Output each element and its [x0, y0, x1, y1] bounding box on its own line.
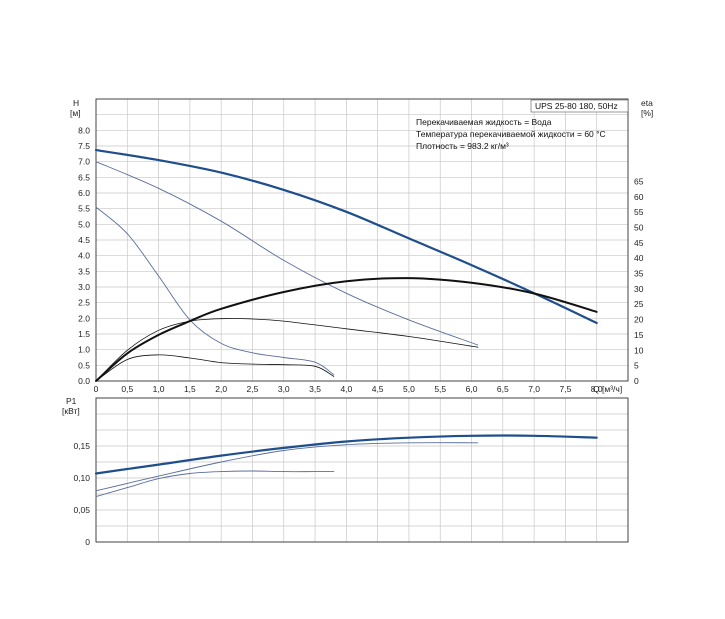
y-tick-label: 8.0: [78, 125, 90, 135]
y2-tick-label: 45: [634, 238, 644, 248]
y-axis-unit-h: [м]: [70, 108, 81, 118]
y-axis-unit-p1: [кВт]: [62, 406, 80, 416]
y-tick-label: 6.0: [78, 188, 90, 198]
y2-tick-label: 30: [634, 284, 644, 294]
power-curve-2: [95, 470, 335, 498]
x-axis-unit-q: [м³/ч]: [602, 384, 622, 394]
y-tick-label: 5.0: [78, 219, 90, 229]
y2-tick-label: 40: [634, 253, 644, 263]
y-axis-label-p1: P1: [66, 396, 77, 406]
top-plot-grid: [95, 98, 629, 382]
y2-tick-label: 5: [634, 361, 639, 371]
y2-tick-label: 0: [634, 376, 639, 386]
p1-tick-label: 0,10: [73, 473, 90, 483]
y-tick-label: 7.5: [78, 141, 90, 151]
x-tick-label: 8,0: [591, 384, 603, 394]
head-curve-1: [95, 161, 479, 346]
y-tick-label: 4.5: [78, 235, 90, 245]
power-curve-1: [95, 442, 479, 492]
tick-labels: 0 0,5 1,0 1,5 2,0 2,5 3,0 3,5 4,0 4,5 5,0 5,5 6,0 6,5…: [73, 125, 643, 547]
y2-tick-label: 50: [634, 222, 644, 232]
bottom-plot-series: [94, 434, 598, 498]
y-tick-label: 4.0: [78, 251, 90, 261]
x-tick-label: 3,0: [278, 384, 290, 394]
y2-tick-label: 55: [634, 207, 644, 217]
efficiency-curve-4: [95, 318, 479, 382]
bottom-plot-grid: [95, 397, 629, 543]
x-tick-label: 2,5: [247, 384, 259, 394]
efficiency-curve-5: [95, 354, 335, 382]
head-curve-0: [94, 149, 598, 325]
x-tick-label: 1,5: [184, 384, 196, 394]
p1-tick-label: 0,05: [73, 505, 90, 515]
y-tick-label: 2.5: [78, 298, 90, 308]
p1-tick-label: 0: [85, 537, 90, 547]
x-axis-label-q: Q: [593, 384, 600, 394]
y-tick-label: 7.0: [78, 157, 90, 167]
x-tick-label: 5,5: [434, 384, 446, 394]
y-tick-label: 3.5: [78, 266, 90, 276]
y-tick-label: 1.5: [78, 329, 90, 339]
y2-axis-label-eta: eta: [641, 98, 653, 108]
y2-tick-label: 35: [634, 269, 644, 279]
p1-tick-label: 0,15: [73, 441, 90, 451]
x-tick-label: 5,0: [403, 384, 415, 394]
y-tick-label: 0.5: [78, 360, 90, 370]
top-plot-series: [94, 149, 598, 382]
x-tick-label: 4,5: [372, 384, 384, 394]
y2-tick-label: 15: [634, 330, 644, 340]
y-tick-label: 0.0: [78, 376, 90, 386]
x-tick-label: 4,0: [340, 384, 352, 394]
x-tick-label: 6,0: [466, 384, 478, 394]
x-tick-label: 7,0: [528, 384, 540, 394]
y-axis-label-h: H: [73, 98, 79, 108]
x-tick-label: 0,5: [121, 384, 133, 394]
annotation-fluid: Перекачиваемая жидкость = Вода: [416, 117, 552, 127]
y-tick-label: 2.0: [78, 313, 90, 323]
x-tick-label: 7,5: [559, 384, 571, 394]
model-title: UPS 25-80 180, 50Hz: [535, 101, 618, 111]
power-curve-0: [94, 434, 598, 475]
head-curve-2: [95, 206, 335, 376]
y2-tick-label: 25: [634, 299, 644, 309]
y2-tick-label: 10: [634, 345, 644, 355]
bottom-plot-frame: [95, 397, 629, 543]
y-tick-label: 5.5: [78, 204, 90, 214]
top-plot-frame: [95, 98, 629, 382]
efficiency-curve-3: [95, 277, 598, 382]
y-tick-label: 6.5: [78, 172, 90, 182]
model-title-box: [530, 99, 629, 113]
annotation-temperature: Температура перекачиваемой жидкости = 60…: [416, 129, 606, 139]
y-tick-label: 3.0: [78, 282, 90, 292]
x-tick-label: 2,0: [215, 384, 227, 394]
annotation-density: Плотность = 983.2 кг/м³: [416, 141, 509, 151]
y-tick-label: 1.0: [78, 345, 90, 355]
x-tick-label: 0: [94, 384, 99, 394]
y2-tick-label: 60: [634, 192, 644, 202]
y2-axis-unit-eta: [%]: [641, 108, 653, 118]
x-tick-label: 3,5: [309, 384, 321, 394]
x-tick-label: 6,5: [497, 384, 509, 394]
y2-tick-label: 65: [634, 176, 644, 186]
y2-tick-label: 20: [634, 315, 644, 325]
x-tick-label: 1,0: [153, 384, 165, 394]
